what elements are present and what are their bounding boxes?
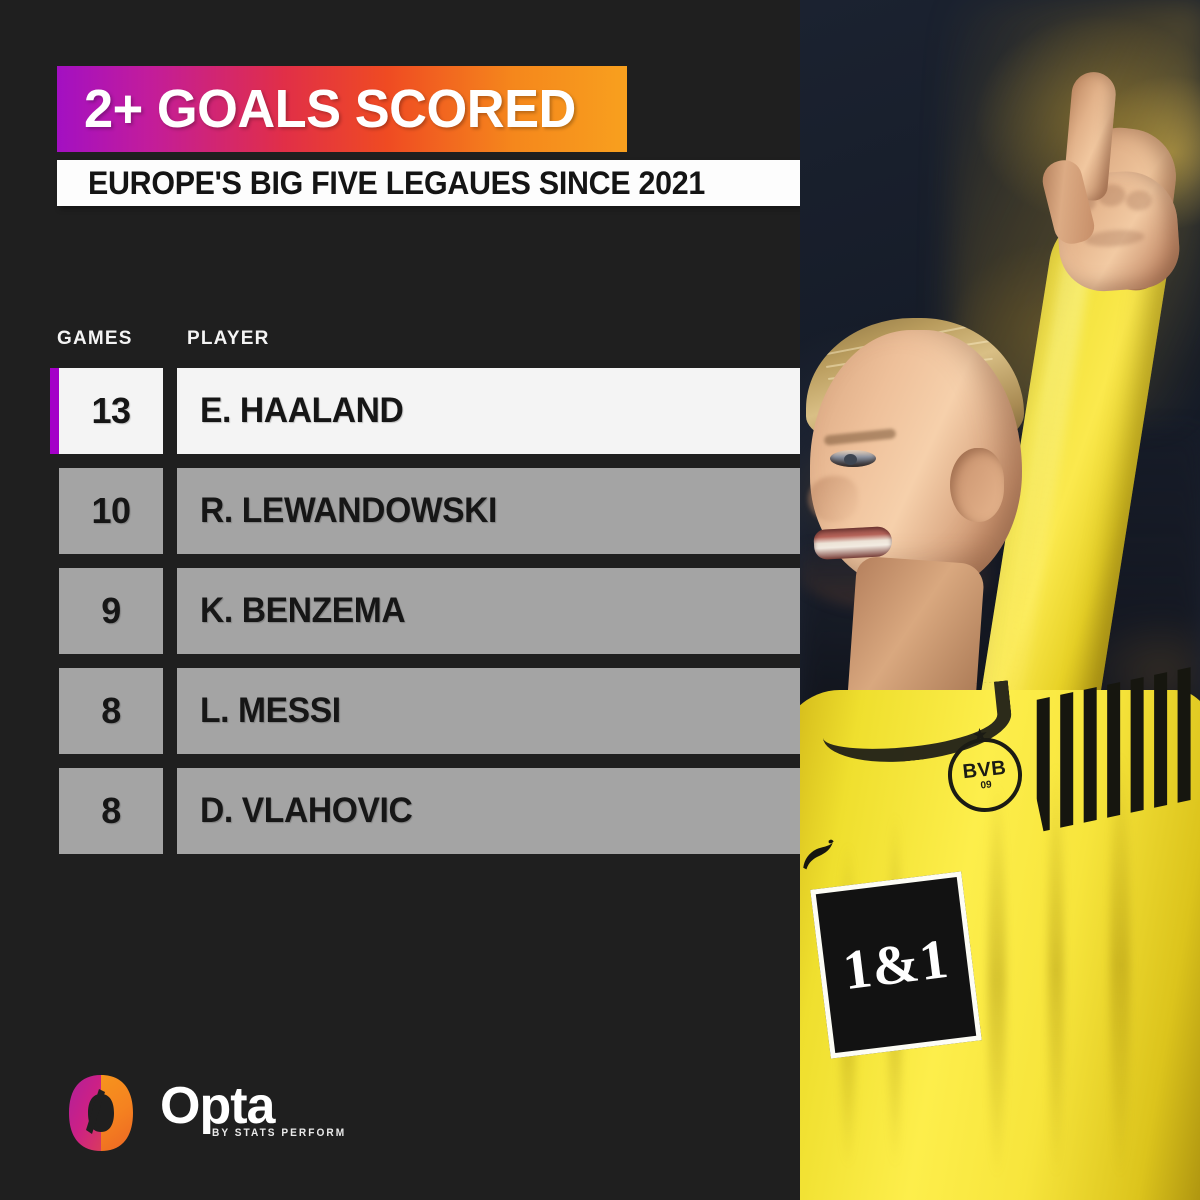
games-value: 8 <box>101 690 121 731</box>
player-ear <box>950 448 1004 522</box>
player-cell: K. BENZEMA <box>177 568 810 654</box>
player-name: K. BENZEMA <box>200 591 406 630</box>
page-title: 2+ GOALS SCORED <box>84 79 576 139</box>
ranking-table: 13 E. HAALAND 10 R. LEWANDOWSKI <box>50 368 810 868</box>
table-row: 9 K. BENZEMA <box>50 568 810 654</box>
games-cell: 9 <box>59 568 163 654</box>
games-cell: 8 <box>59 668 163 754</box>
jersey-sponsor-logo: 1&1 <box>810 871 982 1059</box>
player-nose <box>808 476 858 522</box>
row-accent-bar <box>50 468 59 554</box>
page-subtitle: EUROPE'S BIG FIVE LEGAUES SINCE 2021 <box>88 164 705 201</box>
content-panel: 2+ GOALS SCORED EUROPE'S BIG FIVE LEGAUE… <box>50 66 815 1154</box>
games-cell: 8 <box>59 768 163 854</box>
row-accent-bar <box>50 668 59 754</box>
games-value: 9 <box>101 590 121 631</box>
games-value: 13 <box>91 390 131 431</box>
crest-text: BVB <box>961 756 1008 783</box>
row-accent-bar <box>50 568 59 654</box>
player-name: R. LEWANDOWSKI <box>200 491 498 530</box>
games-cell: 10 <box>59 468 163 554</box>
opta-wordmark: Opta BY STATS PERFORM <box>160 1077 358 1143</box>
player-name: L. MESSI <box>200 691 341 730</box>
player-cell: D. VLAHOVIC <box>177 768 810 854</box>
table-column-headers: GAMES PLAYER <box>57 328 757 354</box>
opta-logo: Opta BY STATS PERFORM <box>62 1072 358 1154</box>
table-row: 10 R. LEWANDOWSKI <box>50 468 810 554</box>
table-row: 8 D. VLAHOVIC <box>50 768 810 854</box>
cell-gap <box>163 468 177 554</box>
games-value: 10 <box>91 490 131 531</box>
opta-mark-icon <box>62 1072 140 1154</box>
opta-brand-text: Opta <box>160 1077 275 1136</box>
player-name: E. HAALAND <box>200 391 404 430</box>
column-header-games: GAMES <box>57 328 133 349</box>
table-row: 8 L. MESSI <box>50 668 810 754</box>
row-accent-bar <box>50 768 59 854</box>
subtitle-banner: EUROPE'S BIG FIVE LEGAUES SINCE 2021 <box>57 160 815 206</box>
row-accent-bar <box>50 368 59 454</box>
player-cell: E. HAALAND <box>177 368 810 454</box>
crest-year: 09 <box>979 778 993 791</box>
player-eye <box>830 450 876 467</box>
title-banner: 2+ GOALS SCORED <box>57 66 627 152</box>
cell-gap <box>163 668 177 754</box>
player-cell: R. LEWANDOWSKI <box>177 468 810 554</box>
cell-gap <box>163 368 177 454</box>
cell-gap <box>163 768 177 854</box>
table-row: 13 E. HAALAND <box>50 368 810 454</box>
puma-logo-icon <box>800 836 840 874</box>
opta-tagline: BY STATS PERFORM <box>212 1126 347 1139</box>
cell-gap <box>163 568 177 654</box>
player-cell: L. MESSI <box>177 668 810 754</box>
player-photo: ★ BVB 09 1&1 <box>800 0 1200 1200</box>
sponsor-text: 1&1 <box>839 927 953 1003</box>
player-name: D. VLAHOVIC <box>200 791 413 830</box>
games-cell: 13 <box>59 368 163 454</box>
games-value: 8 <box>101 790 121 831</box>
column-header-player: PLAYER <box>187 328 270 349</box>
